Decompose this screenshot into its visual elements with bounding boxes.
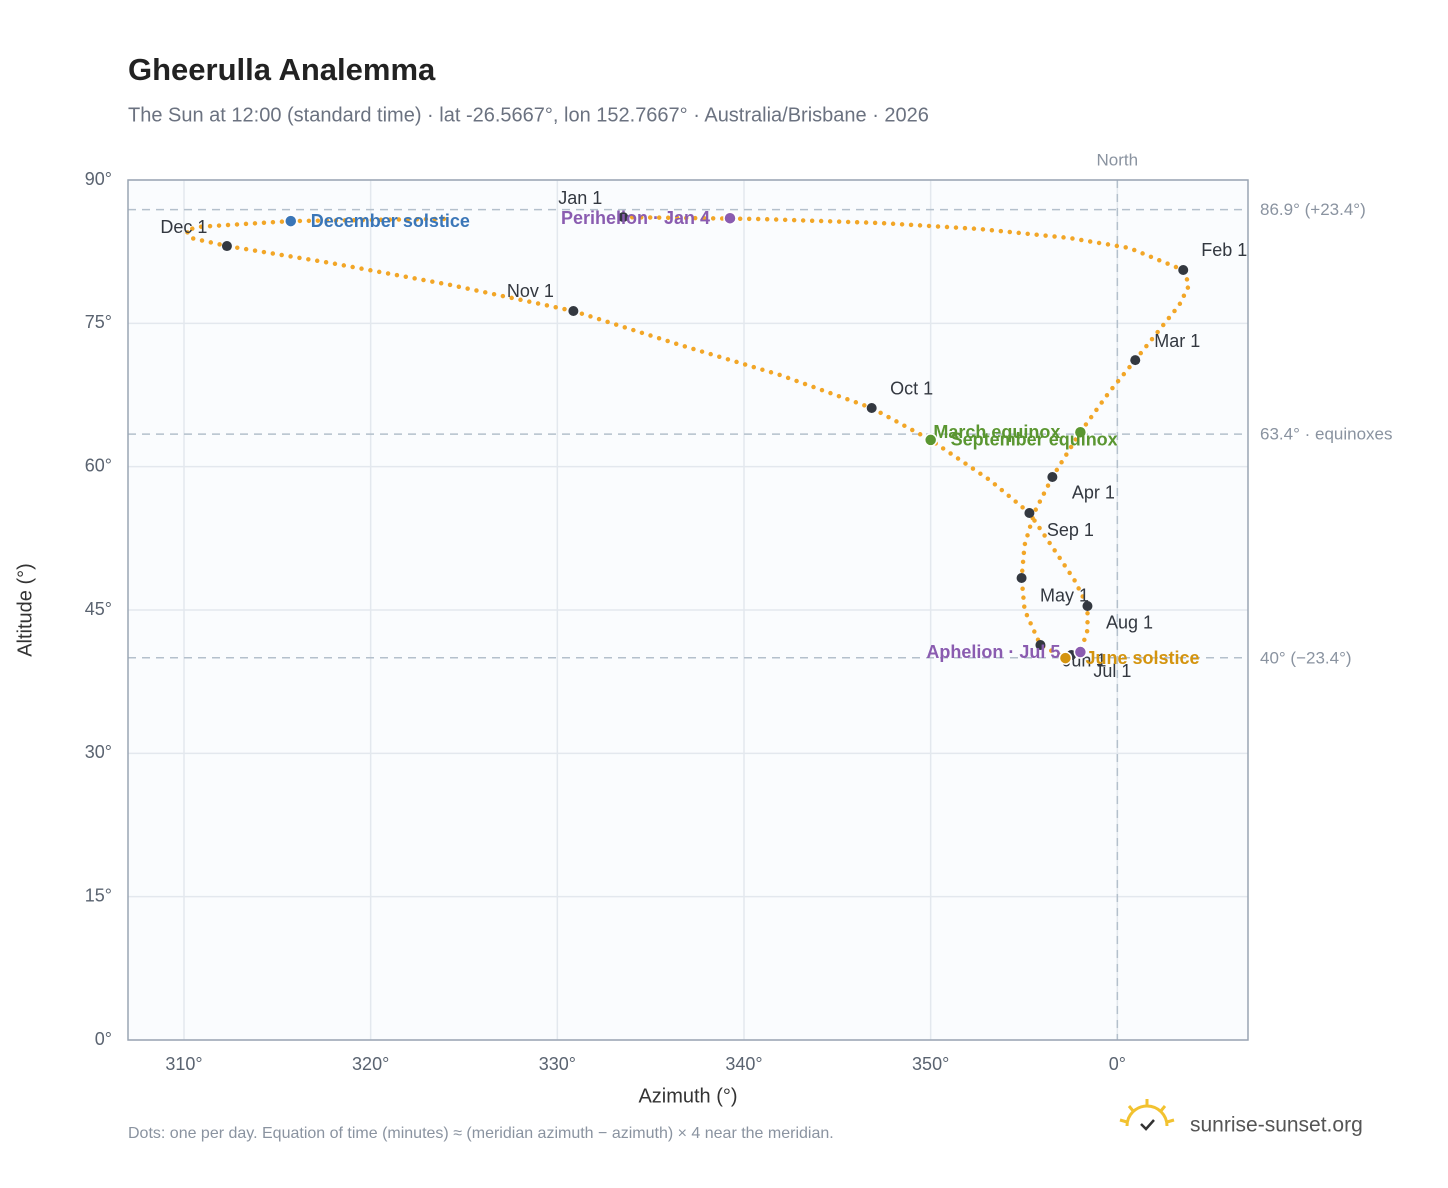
- grid: [128, 179, 1248, 1041]
- month-label: Dec 1: [160, 217, 207, 237]
- y-tick-label: 15°: [85, 885, 112, 905]
- month-marker: [1130, 355, 1141, 366]
- month-marker: [1016, 572, 1027, 583]
- reference-label: 63.4° · equinoxes: [1260, 425, 1393, 444]
- month-marker: [568, 306, 579, 317]
- event-marker: [284, 214, 298, 228]
- x-tick-label: 310°: [165, 1054, 202, 1074]
- event-marker: [1073, 645, 1088, 659]
- month-label: Mar 1: [1154, 331, 1200, 351]
- plot-border: [127, 179, 1249, 1041]
- y-tick-label: 0°: [95, 1029, 112, 1049]
- month-label: Apr 1: [1072, 483, 1115, 503]
- month-marker: [1024, 508, 1035, 519]
- event-marker: [923, 433, 938, 447]
- month-marker: [866, 402, 877, 413]
- month-label: May 1: [1040, 586, 1089, 606]
- month-marker: [1082, 600, 1093, 611]
- month-label: Feb 1: [1201, 240, 1247, 260]
- footnote: Dots: one per day. Equation of time (min…: [128, 1125, 834, 1142]
- month-marker: [1035, 639, 1046, 650]
- month-label: Jan 1: [558, 188, 602, 208]
- chart-title: Gheerulla Analemma: [128, 52, 436, 87]
- month-marker: [221, 241, 232, 252]
- month-label: Aug 1: [1106, 613, 1153, 633]
- x-tick-label: 0°: [1109, 1054, 1126, 1074]
- x-tick-label: 330°: [539, 1054, 576, 1074]
- month-label: Sep 1: [1047, 520, 1094, 540]
- month-label: Oct 1: [890, 379, 933, 399]
- event-label: Aphelion · Jul 5: [926, 642, 1060, 662]
- event-marker: [1073, 425, 1088, 440]
- brand-name: sunrise-sunset.org: [1190, 1114, 1363, 1137]
- event-marker: [723, 211, 737, 225]
- x-tick-label: 320°: [352, 1054, 389, 1074]
- x-tick-label: 350°: [912, 1054, 949, 1074]
- event-marker: [1058, 651, 1073, 665]
- y-tick-label: 60°: [85, 455, 112, 475]
- reference-label: 86.9° (+23.4°): [1260, 200, 1366, 219]
- brand-logo: [1119, 1099, 1175, 1131]
- y-tick-label: 75°: [85, 312, 112, 332]
- x-tick-label: 340°: [725, 1054, 762, 1074]
- month-label: Jul 1: [1093, 661, 1131, 681]
- event-label: March equinox: [933, 422, 1060, 442]
- chart-subtitle: The Sun at 12:00 (standard time) · lat -…: [128, 104, 929, 126]
- event-label: June solstice: [1085, 648, 1199, 668]
- x-axis-label: Azimuth (°): [638, 1085, 737, 1107]
- event-label: Perihelion · Jan 4: [561, 208, 710, 228]
- y-axis-label: Altitude (°): [14, 563, 36, 657]
- meridian-label: North: [1097, 150, 1139, 169]
- reference-lines: [128, 180, 1248, 1040]
- event-label: September equinox: [951, 430, 1118, 450]
- analemma-curve: [183, 214, 1192, 661]
- y-tick-label: 90°: [85, 169, 112, 189]
- event-label: December solstice: [311, 211, 470, 231]
- y-tick-label: 30°: [85, 742, 112, 762]
- month-marker: [1178, 265, 1189, 276]
- reference-label: 40° (−23.4°): [1260, 648, 1352, 667]
- y-tick-label: 45°: [85, 599, 112, 619]
- month-marker: [1047, 471, 1058, 482]
- month-marker: [618, 212, 629, 223]
- month-label: Nov 1: [507, 281, 554, 301]
